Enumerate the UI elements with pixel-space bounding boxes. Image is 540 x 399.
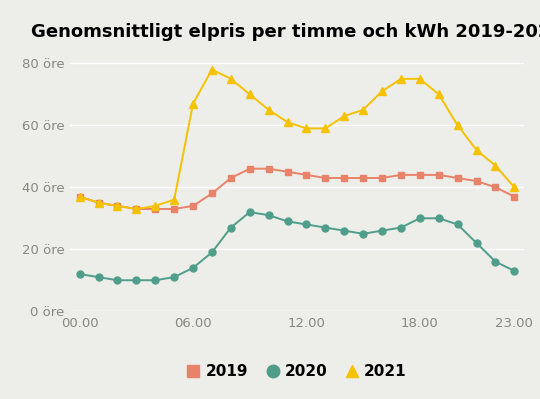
2020 (208, 250, 215, 255)
2020 (417, 216, 423, 221)
2019 (455, 176, 461, 180)
2020 (133, 278, 139, 282)
2020 (77, 272, 83, 277)
2019 (360, 176, 366, 180)
2019 (171, 207, 177, 211)
2019 (208, 191, 215, 196)
2020 (435, 216, 442, 221)
Legend: 2019, 2020, 2021: 2019, 2020, 2021 (181, 358, 413, 385)
2021 (77, 194, 83, 199)
2020 (341, 228, 348, 233)
2019 (266, 166, 272, 171)
Title: Genomsnittligt elpris per timme och kWh 2019-2021: Genomsnittligt elpris per timme och kWh … (31, 23, 540, 41)
2019 (435, 172, 442, 177)
2021 (133, 207, 139, 211)
2021 (266, 107, 272, 112)
2019 (133, 207, 139, 211)
2020 (360, 231, 366, 236)
2021 (492, 163, 498, 168)
2019 (284, 170, 291, 174)
2019 (190, 203, 197, 208)
2019 (228, 176, 234, 180)
2021 (303, 126, 310, 131)
2019 (473, 179, 480, 184)
2020 (379, 228, 385, 233)
2021 (322, 126, 328, 131)
2021 (208, 67, 215, 72)
2019 (417, 172, 423, 177)
2020 (397, 225, 404, 230)
2019 (397, 172, 404, 177)
2019 (341, 176, 348, 180)
2019 (246, 166, 253, 171)
Line: 2019: 2019 (76, 165, 518, 212)
2019 (303, 172, 310, 177)
2021 (360, 107, 366, 112)
2021 (114, 203, 121, 208)
2019 (96, 200, 102, 205)
2020 (266, 213, 272, 217)
2020 (246, 210, 253, 215)
2021 (473, 148, 480, 152)
2019 (152, 207, 159, 211)
2019 (77, 194, 83, 199)
2020 (152, 278, 159, 282)
2021 (435, 92, 442, 97)
2021 (246, 92, 253, 97)
2021 (397, 77, 404, 81)
2021 (511, 185, 518, 190)
2021 (152, 203, 159, 208)
Line: 2021: 2021 (76, 65, 518, 213)
2020 (303, 222, 310, 227)
2021 (379, 89, 385, 94)
2019 (322, 176, 328, 180)
2020 (322, 225, 328, 230)
Line: 2020: 2020 (76, 209, 518, 284)
2020 (511, 269, 518, 273)
2021 (341, 114, 348, 119)
2020 (284, 219, 291, 224)
2021 (417, 77, 423, 81)
2020 (171, 275, 177, 280)
2020 (455, 222, 461, 227)
2019 (114, 203, 121, 208)
2019 (511, 194, 518, 199)
2021 (455, 123, 461, 128)
2021 (96, 200, 102, 205)
2021 (228, 77, 234, 81)
2021 (284, 120, 291, 124)
2020 (473, 241, 480, 245)
2020 (228, 225, 234, 230)
2020 (492, 259, 498, 264)
2020 (190, 265, 197, 270)
2021 (171, 197, 177, 202)
2019 (379, 176, 385, 180)
2021 (190, 101, 197, 106)
2020 (96, 275, 102, 280)
2019 (492, 185, 498, 190)
2020 (114, 278, 121, 282)
